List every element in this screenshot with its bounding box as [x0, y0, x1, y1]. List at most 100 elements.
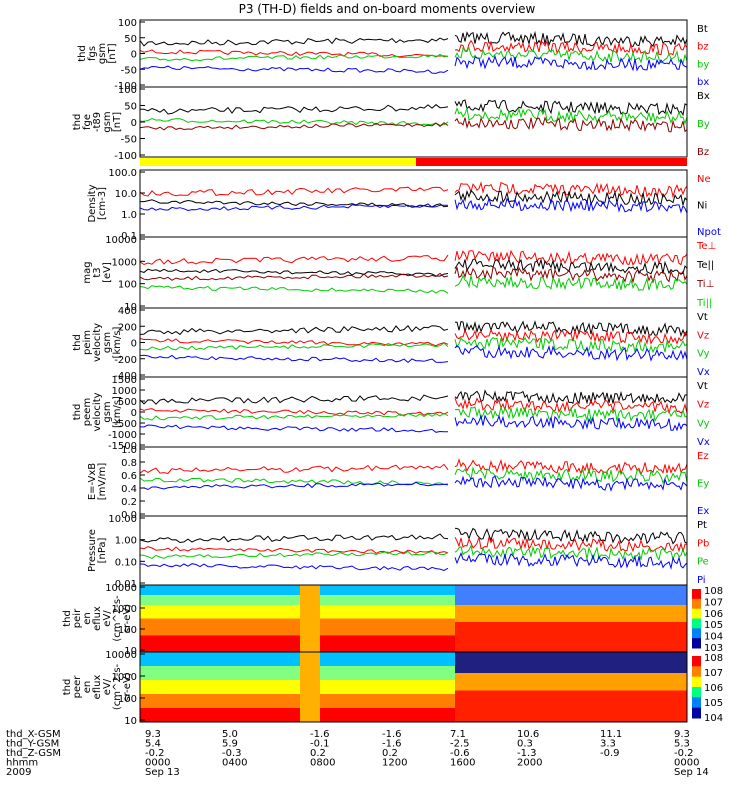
colorbar-tick-label: 108 — [704, 653, 723, 664]
panel-frame — [139, 236, 688, 309]
panel-frame — [139, 19, 688, 88]
series-line-By — [454, 106, 688, 126]
colorbar-segment — [692, 589, 701, 600]
panel-frame — [139, 515, 688, 586]
series-line-Te⊥ — [139, 254, 449, 266]
series-line-Ez — [139, 463, 449, 475]
y-tick-label: 10000 — [105, 235, 137, 246]
series-line-Vy — [139, 412, 449, 421]
legend-entry-Vy: Vy — [697, 418, 710, 429]
y-tick-label: 1.0 — [121, 445, 137, 456]
heatmap-band — [455, 621, 687, 652]
series-line-Pe — [139, 550, 449, 559]
y-tick-label: 100 — [118, 85, 137, 96]
panel-fge: Bx By Bz 100 50 0 -50 -100 thdfge-t89gsm[nT] — [72, 85, 710, 162]
y-tick-label: 0 — [131, 50, 137, 61]
y-tick-label: 0.4 — [121, 484, 137, 495]
colorbar-segment — [692, 707, 701, 719]
series-line-Vy — [454, 336, 688, 354]
colorbar-segment — [692, 656, 701, 667]
colorbar-segment — [692, 676, 701, 688]
series-line-Te⊥ — [454, 249, 688, 266]
colorbar-tick-label: 106 — [704, 683, 723, 694]
y-tick-label: 1000 — [112, 604, 137, 615]
y-axis-label: E=-VxB[mV/m] — [87, 463, 108, 501]
series-line-bx — [454, 54, 688, 72]
series-line-By — [140, 117, 449, 126]
footer-value: -1.6 — [382, 739, 402, 750]
footer-value: 0.2 — [310, 748, 326, 759]
y-axis-label: thdpeimvelocitygsm[km/s] — [72, 323, 123, 362]
panel-temp: Te⊥ Te|| Ti⊥ Ti|| 10000 1000 100 10 magt3[eV] — [82, 235, 716, 313]
legend-entry-Npot: Npot — [697, 227, 721, 238]
heatmap-band — [455, 673, 687, 691]
y-tick-label: 1000 — [112, 672, 137, 683]
panel-peim: Vt Vz Vy Vx 400 200 0 -200 -400 thdpeimvelocitygs… — [72, 306, 710, 382]
footer-value: 0400 — [222, 758, 247, 769]
series-line-Vx — [139, 354, 449, 364]
series-line-Ey — [139, 477, 449, 486]
series-line-Pe — [454, 544, 688, 561]
series-line-Vx — [139, 424, 449, 433]
series-line-Te|| — [454, 258, 688, 275]
series-line-Bx — [454, 99, 688, 117]
y-tick-label: 1.0 — [121, 210, 137, 221]
series-line-Pb — [139, 546, 449, 555]
footer-value: -0.1 — [310, 739, 330, 750]
series-line-Ti|| — [454, 274, 688, 292]
legend-entry-Te⊥: Te⊥ — [696, 241, 716, 252]
y-tick-label: 50 — [124, 102, 137, 113]
legend-entry-Ti⊥: Ti⊥ — [696, 279, 714, 290]
legend-entry-Te||: Te|| — [696, 260, 714, 271]
footer-value: Sep 13 — [145, 767, 180, 778]
y-tick-label: -100 — [114, 81, 137, 92]
y-tick-label: -50 — [121, 65, 137, 76]
y-tick-label: 50 — [124, 34, 137, 45]
footer-value: 9.3 — [674, 729, 690, 740]
heatmap-band — [140, 694, 455, 708]
footer-value: 0.2 — [382, 748, 398, 759]
series-line-Ne — [139, 186, 449, 197]
y-tick-label: 0.2 — [121, 497, 137, 508]
y-axis-label: thdpeemvelocitygsm[km/s] — [72, 392, 123, 431]
legend-entry-Vy: Vy — [697, 349, 710, 360]
colorbar-tick-label: 107 — [704, 668, 723, 679]
heatmap-band — [300, 652, 320, 722]
colorbar-segment — [692, 697, 701, 709]
series-line-Vz — [139, 338, 449, 347]
colorbar-segment — [692, 608, 701, 619]
heatmap-band — [140, 618, 455, 636]
footer-value: -0.9 — [600, 748, 620, 759]
series-line-Pb — [454, 535, 688, 553]
colorbar-segment — [692, 638, 701, 649]
series-line-Ni — [454, 189, 688, 206]
footer-value: 9.3 — [145, 729, 161, 740]
heatmap-band — [140, 652, 455, 666]
y-tick-label: -100 — [114, 151, 137, 162]
series-line-Bz — [454, 116, 688, 133]
y-tick-label: 10000 — [105, 583, 137, 594]
legend: Te⊥ Te|| Ti⊥ Ti|| — [696, 241, 716, 309]
y-tick-label: 1500 — [112, 375, 137, 386]
legend-entry-Ni: Ni — [697, 201, 707, 212]
heatmap-band — [455, 652, 687, 673]
y-tick-label: 10 — [124, 716, 137, 727]
panel-efield: Ez Ey Ex 1.0 0.8 0.6 0.4 0.2 0.0 E=-VxB[mV/m] — [87, 445, 709, 521]
y-tick-label: 0.6 — [121, 471, 137, 482]
y-tick-label: 0.01 — [115, 579, 137, 590]
colorbar: 108 107 106 105 104 — [692, 653, 723, 724]
heatmap-band — [455, 690, 687, 722]
heatmap-band — [455, 585, 687, 606]
legend: Vt Vz Vy Vx — [697, 312, 710, 378]
footer-row-label: hhmm — [6, 758, 38, 769]
legend-entry-bz: bz — [697, 42, 709, 53]
colorbar-tick-label: 104 — [704, 632, 723, 643]
series-line-Ti⊥ — [139, 272, 449, 281]
panel-pressure: Pt Pb Pe Pi 10.00 1.00 0.10 0.01 Pressure[nPa] — [87, 514, 709, 590]
colorbar-segment — [692, 598, 701, 610]
orbit-bar-yellow — [140, 158, 416, 166]
